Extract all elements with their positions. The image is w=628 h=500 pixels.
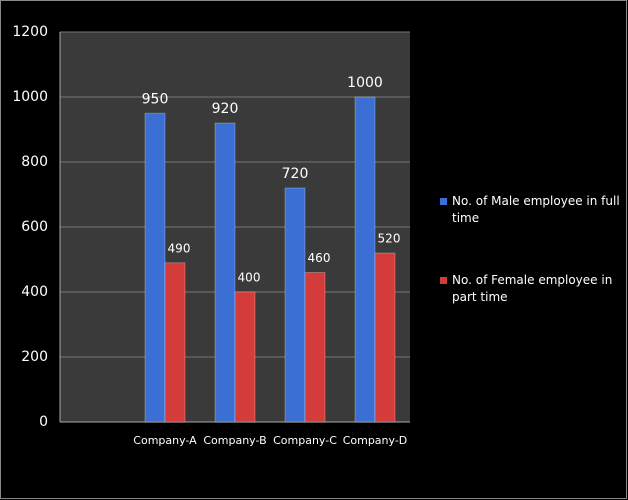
y-tick-label: 600 [21,219,48,235]
data-label: 400 [238,271,261,285]
bar [144,112,166,423]
bar [354,96,376,423]
legend-swatch [440,198,447,205]
legend-item: No. of Male employee in full time [440,193,625,227]
bar [164,262,186,423]
data-label: 460 [308,251,331,265]
x-tick-label: Company-A [133,434,197,447]
y-tick-label: 1200 [12,24,48,40]
y-tick-label: 1000 [12,89,48,105]
y-tick-label: 0 [39,414,48,430]
legend-label: No. of Male employee in full time [452,194,620,225]
data-label: 720 [282,166,309,182]
x-tick-label: Company-C [273,434,337,447]
bar [234,291,256,423]
data-label: 920 [212,101,239,117]
data-label: 950 [142,91,169,107]
data-label: 490 [168,241,191,255]
x-tick-label: Company-D [343,434,408,447]
data-label: 1000 [347,75,383,91]
bar [304,272,326,423]
bar [214,122,236,423]
y-tick-label: 400 [21,284,48,300]
legend-swatch [440,277,447,284]
legend-label: No. of Female employee in part time [452,273,613,304]
bar [284,187,306,423]
legend-item: No. of Female employee in part time [440,272,625,306]
y-tick-label: 800 [21,154,48,170]
data-label: 520 [378,232,401,246]
bar [374,252,396,423]
y-tick-label: 200 [21,349,48,365]
x-tick-label: Company-B [203,434,266,447]
